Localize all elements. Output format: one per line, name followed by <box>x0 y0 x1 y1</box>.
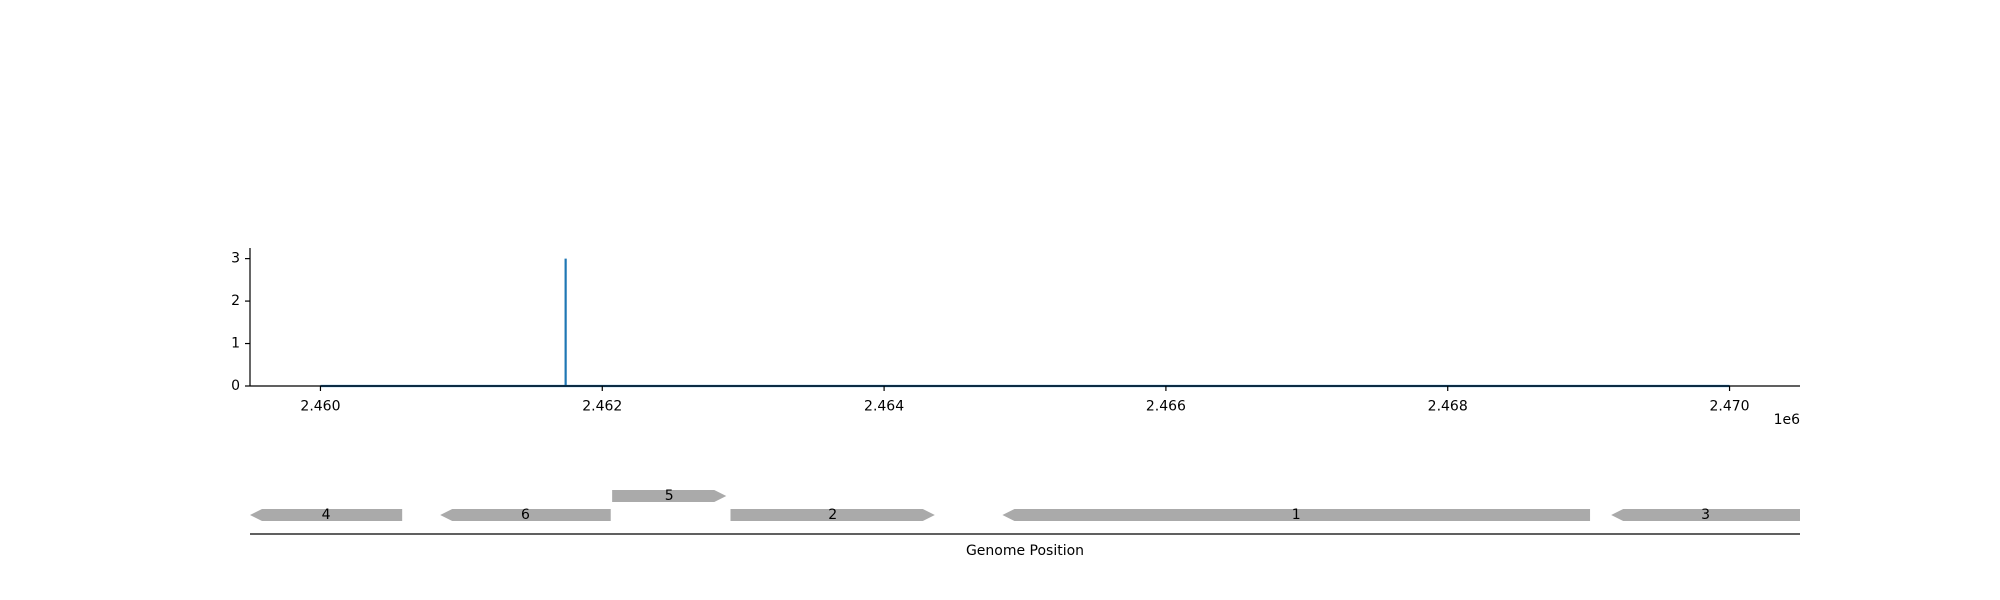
gene-label-3: 3 <box>1701 507 1710 523</box>
x-tick-label: 2.470 <box>1709 399 1749 415</box>
x-tick-label: 2.464 <box>864 399 904 415</box>
gene-label-5: 5 <box>665 488 674 504</box>
gene-arrow-4 <box>250 509 403 521</box>
gene-label-1: 1 <box>1292 507 1301 523</box>
x-tick-label: 2.468 <box>1428 399 1468 415</box>
y-tick-label: 1 <box>231 336 240 352</box>
x-offset-label: 1e6 <box>1774 412 1801 428</box>
gene-label-2: 2 <box>828 507 837 523</box>
gene-arrow-5 <box>612 490 727 502</box>
coverage-series-group <box>320 258 1730 388</box>
x-tick-label: 2.462 <box>582 399 622 415</box>
x-tick-label: 2.466 <box>1146 399 1186 415</box>
y-tick-label: 3 <box>231 251 240 267</box>
y-tick-label: 2 <box>231 293 240 309</box>
x-tick-label: 2.460 <box>300 399 340 415</box>
y-tick-group: 0 1 2 3 <box>231 251 250 394</box>
gene-arrow-6 <box>440 509 611 521</box>
gene-arrow-1 <box>1002 509 1591 521</box>
gene-arrow-2 <box>730 509 935 521</box>
gene-label-4: 4 <box>322 507 331 523</box>
gene-arrow-3 <box>1611 509 1800 521</box>
gene-track-xlabel: Genome Position <box>966 543 1084 559</box>
x-tick-group: 2.460 2.462 2.464 2.466 2.468 2.470 <box>300 386 1750 415</box>
gene-label-6: 6 <box>521 507 530 523</box>
gene-group: 4 6 5 2 1 3 <box>250 488 1800 523</box>
coverage-plot: 2.460 2.462 2.464 2.466 2.468 2.470 0 1 2 3 1e6 <box>231 248 1800 428</box>
coverage-line-0 <box>320 258 1730 388</box>
y-tick-label: 0 <box>231 378 240 394</box>
gene-track: 4 6 5 2 1 3 Genome Position <box>250 488 1800 559</box>
